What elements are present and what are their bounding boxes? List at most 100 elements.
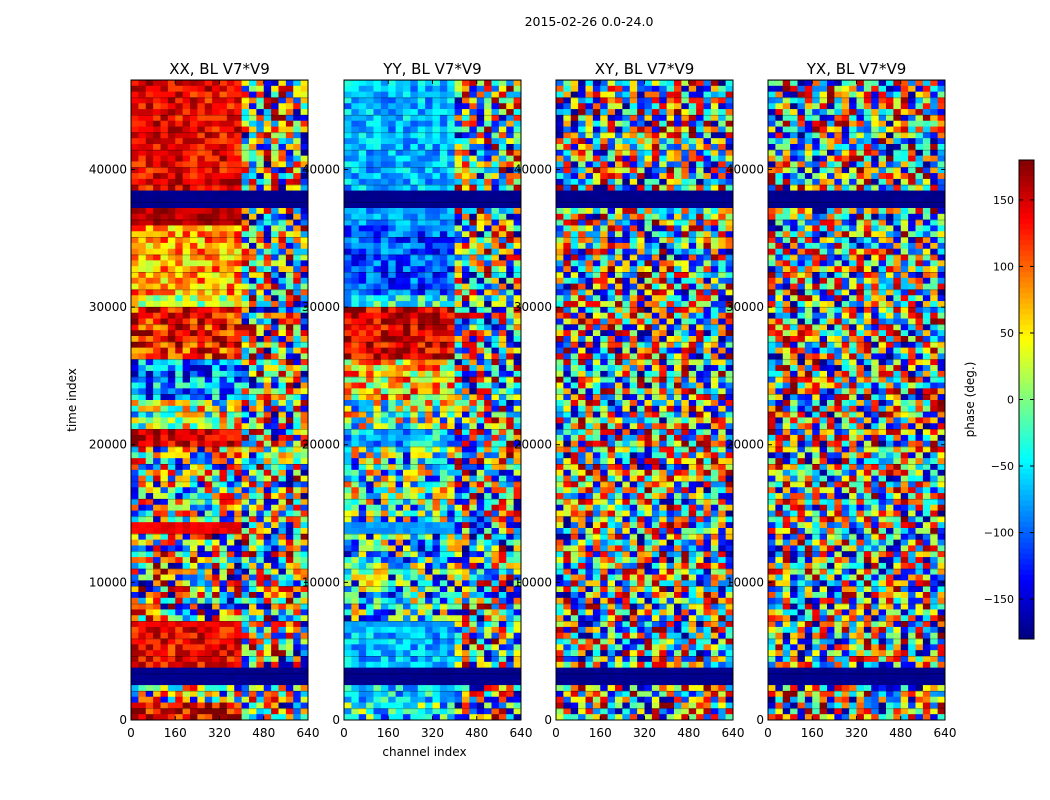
heatmap-cell: [212, 475, 220, 482]
heatmap-cell: [212, 656, 220, 663]
heatmap-cell: [300, 324, 309, 331]
heatmap-cell: [160, 644, 169, 651]
heatmap-cell: [432, 452, 441, 459]
heatmap-cell: [344, 97, 352, 104]
heatmap-cell: [351, 359, 360, 366]
heatmap-cell: [241, 190, 250, 197]
heatmap-cell: [388, 132, 397, 139]
heatmap-cell: [153, 318, 161, 325]
heatmap-cell: [476, 580, 485, 587]
heatmap-cell: [241, 434, 250, 442]
heatmap-cell: [197, 638, 206, 645]
heatmap-cell: [351, 434, 360, 442]
heatmap-cell: [506, 574, 515, 581]
heatmap-cell: [263, 557, 272, 564]
heatmap-cell: [175, 522, 184, 529]
heatmap-cell: [476, 114, 485, 122]
heatmap-cell: [293, 318, 302, 325]
heatmap-cell: [271, 306, 279, 314]
heatmap-cell: [241, 347, 250, 354]
heatmap-cell: [447, 504, 456, 511]
heatmap-cell: [293, 394, 302, 401]
heatmap-cell: [439, 91, 448, 98]
heatmap-cell: [373, 260, 382, 267]
heatmap-cell: [432, 295, 441, 302]
heatmap-cell: [145, 365, 154, 372]
heatmap-cell: [469, 80, 478, 87]
heatmap-cell: [513, 528, 522, 535]
heatmap-cell: [425, 498, 433, 506]
heatmap-cell: [219, 347, 228, 354]
heatmap-cell: [469, 557, 478, 564]
heatmap-cell: [293, 533, 302, 541]
heatmap-cell: [278, 277, 287, 285]
heatmap-cell: [432, 423, 441, 430]
heatmap-cell: [395, 522, 404, 529]
heatmap-cell: [300, 336, 309, 343]
heatmap-cell: [197, 184, 206, 191]
heatmap-cell: [241, 359, 250, 366]
heatmap-cell: [219, 522, 228, 529]
heatmap-cell: [249, 423, 257, 430]
y-tick-label: 0: [119, 713, 127, 727]
heatmap-cell: [462, 458, 470, 465]
heatmap-cell: [462, 178, 470, 186]
heatmap-cell: [256, 370, 265, 378]
heatmap-cell: [447, 609, 456, 616]
heatmap-cell: [476, 557, 485, 564]
heatmap-cell: [153, 80, 161, 87]
heatmap-cell: [432, 161, 441, 168]
heatmap-cell: [344, 208, 352, 215]
heatmap-cell: [226, 568, 235, 575]
heatmap-cell: [212, 330, 220, 337]
heatmap-cell: [491, 434, 500, 442]
heatmap-cell: [417, 580, 426, 587]
heatmap-cell: [160, 312, 169, 319]
heatmap-cell: [425, 237, 433, 244]
heatmap-cell: [513, 173, 522, 180]
row-stripe: [131, 498, 308, 500]
heatmap-cell: [425, 196, 433, 203]
heatmap-cell: [204, 353, 213, 360]
heatmap-cell: [425, 85, 433, 93]
heatmap-cell: [256, 336, 265, 343]
heatmap-cell: [212, 208, 220, 215]
heatmap-cell: [293, 272, 302, 279]
heatmap-cell: [498, 312, 507, 319]
heatmap-cell: [234, 120, 243, 127]
heatmap-cell: [432, 242, 441, 250]
heatmap-cell: [476, 411, 485, 418]
heatmap-cell: [190, 452, 198, 459]
heatmap-cell: [403, 609, 411, 616]
heatmap-cell: [388, 592, 397, 599]
heatmap-cell: [153, 248, 161, 255]
heatmap-cell: [226, 411, 235, 418]
heatmap-cell: [145, 557, 154, 564]
heatmap-cell: [351, 330, 360, 337]
heatmap-cell: [425, 493, 433, 500]
heatmap-cell: [271, 539, 279, 546]
heatmap-cell: [175, 434, 184, 442]
heatmap-cell: [182, 103, 191, 110]
heatmap-cell: [293, 295, 302, 302]
heatmap-cell: [160, 603, 169, 610]
heatmap-cell: [454, 423, 463, 430]
row-stripe: [131, 673, 308, 675]
heatmap-cell: [145, 161, 154, 168]
heatmap-cell: [476, 109, 485, 116]
heatmap-cell: [249, 196, 257, 203]
heatmap-cell: [439, 551, 448, 558]
heatmap-cell: [366, 551, 374, 558]
heatmap-cell: [476, 155, 485, 162]
heatmap-cell: [491, 452, 500, 459]
heatmap-cell: [476, 376, 485, 383]
heatmap-cell: [447, 533, 456, 541]
heatmap-cell: [439, 289, 448, 296]
heatmap-cell: [278, 173, 287, 180]
heatmap-cell: [285, 557, 294, 564]
heatmap-cell: [167, 592, 176, 599]
heatmap-cell: [271, 504, 279, 511]
heatmap-cell: [212, 417, 220, 424]
heatmap-cell: [432, 429, 441, 436]
heatmap-cell: [513, 440, 522, 447]
